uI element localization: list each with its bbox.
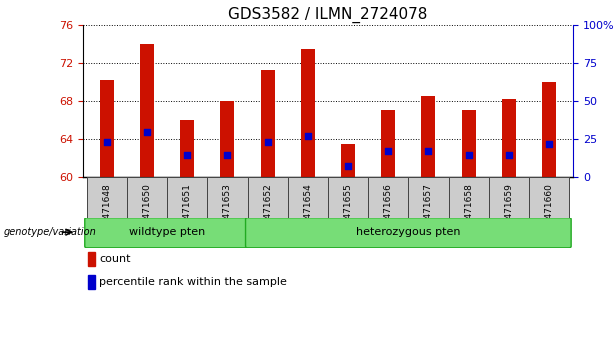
Text: GSM471654: GSM471654 <box>303 183 313 238</box>
FancyBboxPatch shape <box>246 218 571 248</box>
Point <box>464 152 474 158</box>
Bar <box>140 44 154 177</box>
Text: GSM471659: GSM471659 <box>504 183 513 238</box>
Text: GSM471660: GSM471660 <box>544 183 554 238</box>
Title: GDS3582 / ILMN_2724078: GDS3582 / ILMN_2724078 <box>228 7 428 23</box>
Bar <box>248 177 287 218</box>
Text: GSM471655: GSM471655 <box>343 183 352 238</box>
Bar <box>542 82 556 177</box>
Text: GSM471657: GSM471657 <box>424 183 433 238</box>
Bar <box>88 252 95 266</box>
Bar <box>167 177 207 218</box>
Point <box>343 163 353 169</box>
Bar <box>529 177 569 218</box>
Bar <box>341 144 355 177</box>
Point <box>182 152 192 158</box>
Bar <box>221 101 235 177</box>
Text: GSM471650: GSM471650 <box>143 183 151 238</box>
Point <box>223 152 232 158</box>
Text: GSM471651: GSM471651 <box>183 183 192 238</box>
Bar <box>449 177 489 218</box>
Text: wildtype pten: wildtype pten <box>129 227 205 237</box>
Text: GSM471656: GSM471656 <box>384 183 393 238</box>
Bar <box>368 177 408 218</box>
Point <box>102 139 112 145</box>
Point <box>263 139 273 145</box>
FancyBboxPatch shape <box>85 218 249 248</box>
Point <box>504 152 514 158</box>
Bar <box>502 99 516 177</box>
Point <box>383 148 393 154</box>
Bar <box>87 177 127 218</box>
Point <box>424 148 433 154</box>
Text: percentile rank within the sample: percentile rank within the sample <box>99 277 287 287</box>
Bar <box>462 110 476 177</box>
Bar <box>301 48 315 177</box>
Bar <box>180 120 194 177</box>
Text: GSM471653: GSM471653 <box>223 183 232 238</box>
Point <box>142 130 152 135</box>
Text: heterozygous pten: heterozygous pten <box>356 227 460 237</box>
Bar <box>408 177 449 218</box>
Bar <box>287 177 328 218</box>
Bar <box>489 177 529 218</box>
Bar <box>207 177 248 218</box>
Bar <box>100 80 114 177</box>
Bar <box>88 275 95 289</box>
Bar <box>127 177 167 218</box>
Text: count: count <box>99 254 131 264</box>
Bar <box>328 177 368 218</box>
Bar <box>381 110 395 177</box>
Point <box>303 133 313 139</box>
Bar <box>421 96 435 177</box>
Text: GSM471648: GSM471648 <box>102 183 112 238</box>
Text: GSM471652: GSM471652 <box>263 183 272 238</box>
Bar <box>261 70 275 177</box>
Text: genotype/variation: genotype/variation <box>4 227 97 237</box>
Text: GSM471658: GSM471658 <box>464 183 473 238</box>
Point <box>544 141 554 147</box>
